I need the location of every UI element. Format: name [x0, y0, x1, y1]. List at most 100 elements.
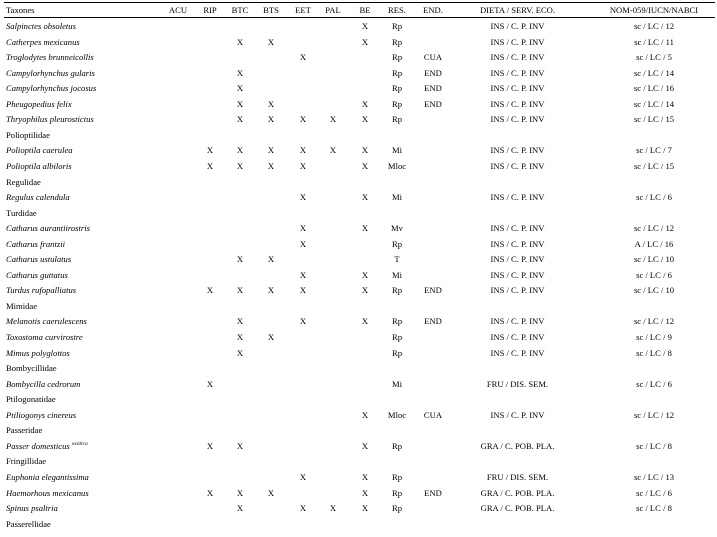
cell-be: X: [361, 471, 369, 482]
header-res: RES.: [388, 5, 406, 15]
taxon-label: Spinus psaltria: [6, 503, 58, 514]
cell-dieta: FRU / DIS. SEM.: [486, 471, 549, 482]
table-row: Passer domesticus exótica X X X Rp GRA / C. P…: [0, 439, 717, 455]
table-row: Catherpes mexicanus X X X Rp INS / C. P. INV s…: [0, 35, 717, 51]
family-name: Turdidae: [6, 206, 37, 222]
cell-bts: X: [267, 254, 275, 265]
taxon-label: Catharus aurantiirostris: [6, 223, 90, 234]
cell-pal: X: [329, 503, 337, 514]
header-rip: RIP: [203, 5, 217, 15]
cell-dieta: INS / C. P. INV: [490, 316, 545, 327]
cell-be: X: [361, 440, 369, 451]
table-row: Toxostoma curvirostre X X Rp INS / C. P. INV…: [0, 330, 717, 346]
family-row: Polioptilidae: [0, 128, 717, 144]
species-name: Polioptila caerulea: [6, 143, 73, 159]
cell-dieta: INS / C. P. INV: [490, 332, 545, 342]
cell-res: Rp: [391, 487, 403, 498]
species-name: Haemorhous mexicanus: [6, 486, 89, 502]
cell-eet: X: [299, 316, 307, 327]
cell-res: Mi: [391, 269, 403, 280]
cell-nom: sc / LC / 6: [636, 269, 672, 280]
species-name: Catharus guttatus: [6, 268, 68, 284]
taxon-label: Catharus guttatus: [6, 269, 68, 280]
species-name: Catharus ustulatus: [6, 252, 71, 268]
cell-end: CUA: [423, 52, 443, 63]
cell-eet: X: [299, 160, 307, 171]
species-name: Polioptila albiloris: [6, 159, 72, 175]
cell-btc: X: [236, 316, 244, 327]
taxon-label: Pheugopedius felix: [6, 98, 72, 109]
taxon-label: Polioptilidae: [6, 129, 50, 140]
table-row: Catharus frantzii X Rp INS / C. P. INV A / L…: [0, 237, 717, 253]
cell-dieta: INS / C. P. INV: [490, 238, 545, 249]
taxon-label: Troglodytes brunneicollis: [6, 52, 94, 63]
cell-btc: X: [236, 285, 244, 296]
table-row: Mimus polyglottos X Rp INS / C. P. INV sc / …: [0, 346, 717, 362]
cell-res: Rp: [391, 52, 403, 63]
taxon-label: Regulidae: [6, 176, 41, 187]
cell-btc: X: [236, 83, 244, 94]
taxon-label: Regulus calendula: [6, 192, 70, 203]
cell-be: X: [361, 192, 369, 203]
species-name: Passer domesticus exótica: [6, 439, 88, 455]
cell-res: Mloc: [387, 409, 407, 420]
cell-btc: X: [236, 440, 244, 451]
cell-bts: X: [267, 332, 275, 342]
cell-nom: sc / LC / 8: [636, 503, 672, 514]
cell-dieta: INS / C. P. INV: [490, 192, 545, 203]
cell-nom: sc / LC / 6: [636, 487, 672, 498]
taxon-label: Melanotis caerulescens: [6, 316, 87, 327]
cell-btc: X: [236, 67, 244, 78]
cell-btc: X: [236, 347, 244, 358]
taxon-label: Catharus ustulatus: [6, 254, 72, 265]
cell-eet: X: [299, 503, 307, 514]
cell-bts: X: [267, 285, 275, 296]
cell-eet: X: [299, 223, 307, 234]
species-name: Turdus rufopalliatus: [6, 283, 76, 299]
family-row: Regulidae: [0, 175, 717, 191]
taxon-label: Toxostoma curvirostre: [6, 332, 83, 342]
cell-res: Rp: [391, 347, 403, 358]
cell-be: X: [361, 21, 369, 31]
cell-end: END: [424, 98, 442, 109]
table-row: Campylorhynchus jocosus X Rp END INS / C. P.…: [0, 81, 717, 97]
cell-res: Mv: [391, 223, 403, 234]
taxon-label: Bombycilla cedrorum: [6, 378, 81, 389]
table-row: Campylorhynchus gularis X Rp END INS / C. P.…: [0, 66, 717, 82]
family-name: Mimidae: [6, 299, 37, 315]
cell-rip: X: [206, 145, 214, 156]
cell-btc: X: [236, 114, 244, 125]
species-name: Catharus frantzii: [6, 237, 65, 253]
family-name: Bombycillidae: [6, 361, 57, 377]
cell-dieta: INS / C. P. INV: [490, 52, 545, 63]
taxon-label: Polioptila caerulea: [6, 145, 73, 156]
cell-nom: sc / LC / 12: [633, 21, 675, 31]
cell-bts: X: [267, 145, 275, 156]
family-name: Regulidae: [6, 175, 41, 191]
cell-be: X: [361, 269, 369, 280]
cell-res: Mi: [391, 145, 403, 156]
cell-dieta: INS / C. P. INV: [490, 223, 545, 234]
species-name: Ptiliogonys cinereus: [6, 408, 76, 424]
table-row: Melanotis caerulescens X X X Rp END INS / C. P…: [0, 314, 717, 330]
cell-res: Mi: [391, 378, 403, 389]
table-row: Euphonia elegantissima X X Rp FRU / DIS. SEM…: [0, 470, 717, 486]
cell-dieta: INS / C. P. INV: [490, 67, 545, 78]
cell-dieta: GRA / C. POB. PLA.: [480, 503, 555, 514]
table-row: Catharus aurantiirostris X X Mv INS / C. P. …: [0, 221, 717, 237]
family-row: Turdidae: [0, 206, 717, 222]
species-name: Spinus psaltria: [6, 501, 58, 517]
table-row: Turdus rufopalliatus X X X X X Rp END INS / C. P…: [0, 283, 717, 299]
species-name: Melanotis caerulescens: [6, 314, 87, 330]
species-name: Catharus aurantiirostris: [6, 221, 90, 237]
cell-nom: sc / LC / 15: [633, 160, 675, 171]
cell-nom: sc / LC / 13: [633, 471, 675, 482]
table-top-rule: [4, 2, 715, 3]
cell-bts: X: [267, 114, 275, 125]
cell-dieta: INS / C. P. INV: [490, 114, 545, 125]
taxon-label: Passerellidae: [6, 518, 51, 529]
cell-res: Rp: [391, 503, 403, 514]
cell-dieta: INS / C. P. INV: [490, 83, 545, 94]
cell-res: Rp: [391, 316, 403, 327]
